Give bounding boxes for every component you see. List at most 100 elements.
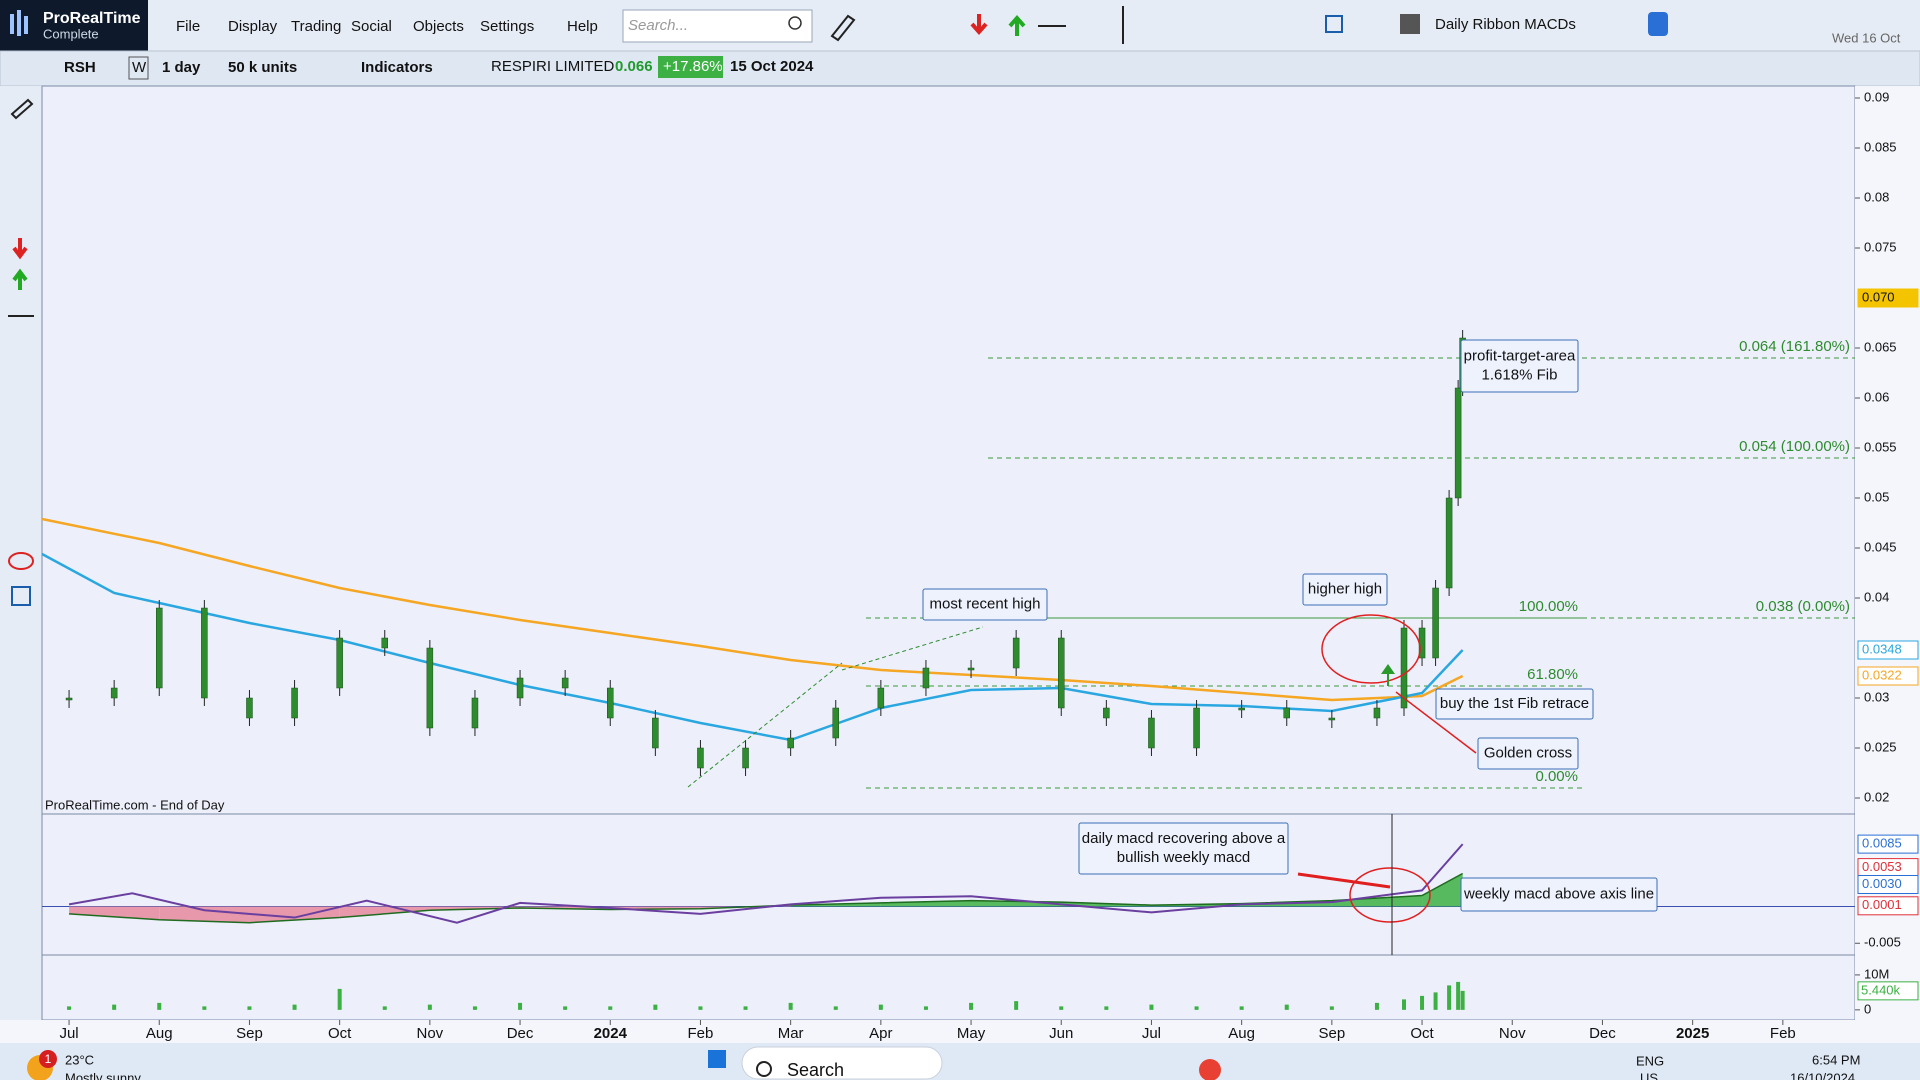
price-bar	[787, 737, 794, 749]
volume-bar	[1059, 1006, 1064, 1010]
x-tick-label: Jun	[1049, 1025, 1073, 1042]
volume-bar	[743, 1006, 748, 1010]
price-bar	[1057, 637, 1065, 709]
axis-marker-label: 0.0030	[1862, 876, 1902, 891]
axis-marker-label: 0.0348	[1862, 641, 1902, 656]
buy-tool[interactable]	[12, 268, 28, 290]
workspace-name[interactable]: Daily Ribbon MACDs	[1435, 16, 1576, 33]
menu-item[interactable]: Display	[228, 18, 278, 35]
annotation-text: bullish weekly macd	[1117, 849, 1250, 866]
annotation-box	[1477, 737, 1579, 770]
price-bar	[742, 747, 749, 769]
price-bar	[1373, 707, 1381, 719]
menu-item[interactable]: Objects	[413, 18, 464, 35]
sell-arrow[interactable]	[970, 14, 988, 36]
menu-item[interactable]: File	[176, 18, 200, 35]
units[interactable]: 50 k units	[228, 59, 297, 76]
y-tick-label: 0.065	[1864, 339, 1897, 354]
search-box[interactable]	[622, 9, 813, 43]
annotation-box	[922, 588, 1048, 621]
x-tick-label: Feb	[1770, 1025, 1796, 1042]
app-name: ProRealTime	[43, 10, 141, 27]
fib-label: 0.064 (161.80%)	[1739, 338, 1850, 355]
volume-bar	[247, 1006, 252, 1010]
price-bar	[1193, 707, 1200, 749]
price-bar	[561, 677, 569, 689]
volume-bar	[472, 1006, 477, 1010]
taskbar-search-text: Search	[787, 1060, 844, 1080]
chrome-icon[interactable]	[1199, 1059, 1221, 1080]
x-tick-label: Feb	[688, 1025, 714, 1042]
price-bar	[1400, 627, 1408, 709]
y-tick-label: 0.04	[1864, 589, 1889, 604]
badge	[39, 1050, 57, 1068]
ellipse-tool[interactable]	[8, 552, 34, 570]
ticker[interactable]: RSH	[64, 59, 96, 76]
axis-marker	[1857, 288, 1919, 308]
fib-label: 0.00%	[1535, 768, 1578, 785]
save-icon[interactable]	[1400, 14, 1420, 34]
volume-bar	[1014, 1001, 1019, 1010]
annotation-text: profit-target-area	[1464, 347, 1576, 364]
volume-bar	[1460, 990, 1465, 1010]
price-bar	[967, 667, 975, 671]
annotation-box	[1078, 822, 1289, 875]
buy-arrow[interactable]	[1008, 14, 1026, 36]
y-tick-label: 0.02	[1864, 789, 1889, 804]
annotation-box	[1460, 877, 1658, 912]
x-tick-label: Aug	[146, 1025, 173, 1042]
region: US	[1640, 1070, 1658, 1080]
price-bar	[1454, 387, 1462, 499]
highlight-circle	[1349, 867, 1431, 923]
pencil-icon[interactable]	[830, 14, 856, 42]
axis-marker-label: 0.0001	[1862, 897, 1902, 912]
start-button[interactable]	[708, 1050, 726, 1068]
volume-bar	[1194, 1006, 1199, 1010]
volume-bar	[292, 1004, 297, 1010]
weather: Mostly sunny	[65, 1070, 141, 1080]
x-tick-label: Nov	[1499, 1025, 1526, 1042]
source-note: ProRealTime.com - End of Day	[45, 797, 225, 812]
menu-item[interactable]: Settings	[480, 18, 534, 35]
indicators[interactable]: Indicators	[361, 59, 433, 76]
logo-icon	[10, 14, 14, 34]
menu-item[interactable]: Trading	[291, 18, 341, 35]
sell-tool[interactable]	[12, 238, 28, 260]
volume-bar	[969, 1002, 974, 1010]
text-tool[interactable]	[1325, 15, 1343, 33]
price-bar	[291, 687, 298, 719]
annotation-box	[1435, 688, 1594, 720]
highlight-circle	[1321, 614, 1421, 684]
y-tick-label: 0.08	[1864, 189, 1889, 204]
tool-icon[interactable]	[10, 98, 34, 120]
macd-area	[1422, 873, 1463, 907]
change-box	[658, 56, 723, 78]
macd-area	[1331, 895, 1423, 907]
volume-bar	[1402, 999, 1407, 1010]
weekly-toggle[interactable]: W	[132, 59, 147, 76]
x-tick-label: Sep	[236, 1025, 263, 1042]
sound-icon[interactable]	[1648, 12, 1668, 36]
volume-bar	[563, 1006, 568, 1010]
price-bar	[156, 607, 163, 689]
w-box[interactable]	[128, 56, 149, 80]
temperature: 23°C	[65, 1052, 94, 1067]
left-tools	[8, 98, 34, 606]
price-bar	[832, 707, 840, 739]
period[interactable]: 1 day	[162, 59, 201, 76]
annotation-text: most recent high	[930, 595, 1041, 612]
text-tool[interactable]	[11, 586, 31, 606]
menu-item[interactable]: Help	[567, 18, 598, 35]
volume-bar	[1149, 1004, 1154, 1010]
x-tick-label: Jul	[59, 1025, 78, 1042]
axis-marker-label: 0.070	[1862, 289, 1895, 304]
taskbar-search[interactable]	[741, 1046, 943, 1080]
price-bar	[1148, 717, 1155, 749]
volume-bar	[1447, 985, 1452, 1010]
volume-bar	[337, 988, 342, 1010]
y-tick-label: 0.03	[1864, 689, 1889, 704]
macd-area	[880, 900, 972, 907]
x-tick-label: Oct	[328, 1025, 352, 1042]
axis-marker	[1857, 666, 1919, 686]
menu-item[interactable]: Social	[351, 18, 392, 35]
